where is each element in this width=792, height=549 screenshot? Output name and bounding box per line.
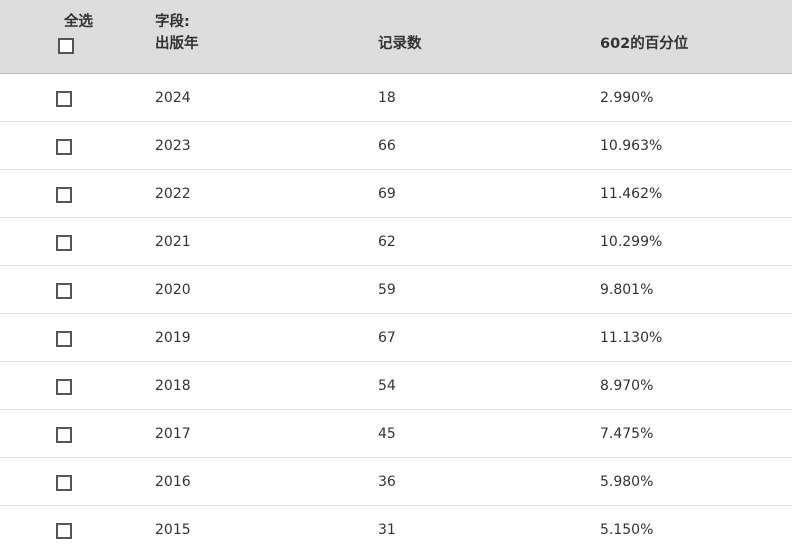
count-cell: 59	[378, 282, 396, 298]
row-checkbox[interactable]	[56, 331, 72, 347]
table-row: 2018 54 8.970%	[0, 362, 792, 410]
count-cell: 45	[378, 426, 396, 442]
year-cell: 2015	[155, 522, 191, 538]
count-cell: 62	[378, 234, 396, 250]
year-cell: 2018	[155, 378, 191, 394]
table-row: 2017 45 7.475%	[0, 410, 792, 458]
table-row: 2019 67 11.130%	[0, 314, 792, 362]
count-cell: 36	[378, 474, 396, 490]
row-checkbox[interactable]	[56, 235, 72, 251]
percent-cell: 11.462%	[600, 186, 663, 202]
table-row: 2016 36 5.980%	[0, 458, 792, 506]
count-cell: 69	[378, 186, 396, 202]
year-cell: 2021	[155, 234, 191, 250]
count-cell: 18	[378, 90, 396, 106]
year-cell: 2022	[155, 186, 191, 202]
year-cell: 2024	[155, 90, 191, 106]
count-cell: 54	[378, 378, 396, 394]
percent-cell: 10.299%	[600, 234, 663, 250]
row-checkbox[interactable]	[56, 379, 72, 395]
percent-cell: 9.801%	[600, 282, 654, 298]
select-all-label: 全选	[64, 14, 93, 30]
year-cell: 2017	[155, 426, 191, 442]
table-row: 2015 31 5.150%	[0, 506, 792, 549]
row-checkbox[interactable]	[56, 427, 72, 443]
year-cell: 2016	[155, 474, 191, 490]
percent-cell: 5.150%	[600, 522, 654, 538]
year-cell: 2019	[155, 330, 191, 346]
column-header-year: 出版年	[155, 36, 199, 52]
field-prefix-label: 字段:	[155, 14, 190, 30]
year-cell: 2020	[155, 282, 191, 298]
table-row: 2021 62 10.299%	[0, 218, 792, 266]
column-header-count: 记录数	[378, 36, 422, 52]
column-header-percent: 602的百分位	[600, 36, 689, 52]
row-checkbox[interactable]	[56, 187, 72, 203]
select-all-checkbox[interactable]	[58, 38, 74, 54]
count-cell: 66	[378, 138, 396, 154]
percent-cell: 5.980%	[600, 474, 654, 490]
count-cell: 31	[378, 522, 396, 538]
percent-cell: 2.990%	[600, 90, 654, 106]
percent-cell: 8.970%	[600, 378, 654, 394]
row-checkbox[interactable]	[56, 139, 72, 155]
table-row: 2024 18 2.990%	[0, 74, 792, 122]
row-checkbox[interactable]	[56, 91, 72, 107]
percent-cell: 10.963%	[600, 138, 663, 154]
row-checkbox[interactable]	[56, 475, 72, 491]
row-checkbox[interactable]	[56, 283, 72, 299]
year-cell: 2023	[155, 138, 191, 154]
count-cell: 67	[378, 330, 396, 346]
percent-cell: 11.130%	[600, 330, 663, 346]
table-row: 2023 66 10.963%	[0, 122, 792, 170]
table-row: 2022 69 11.462%	[0, 170, 792, 218]
table-row: 2020 59 9.801%	[0, 266, 792, 314]
row-checkbox[interactable]	[56, 523, 72, 539]
percent-cell: 7.475%	[600, 426, 654, 442]
table-header: 全选 字段: 出版年 记录数 602的百分位	[0, 0, 792, 74]
